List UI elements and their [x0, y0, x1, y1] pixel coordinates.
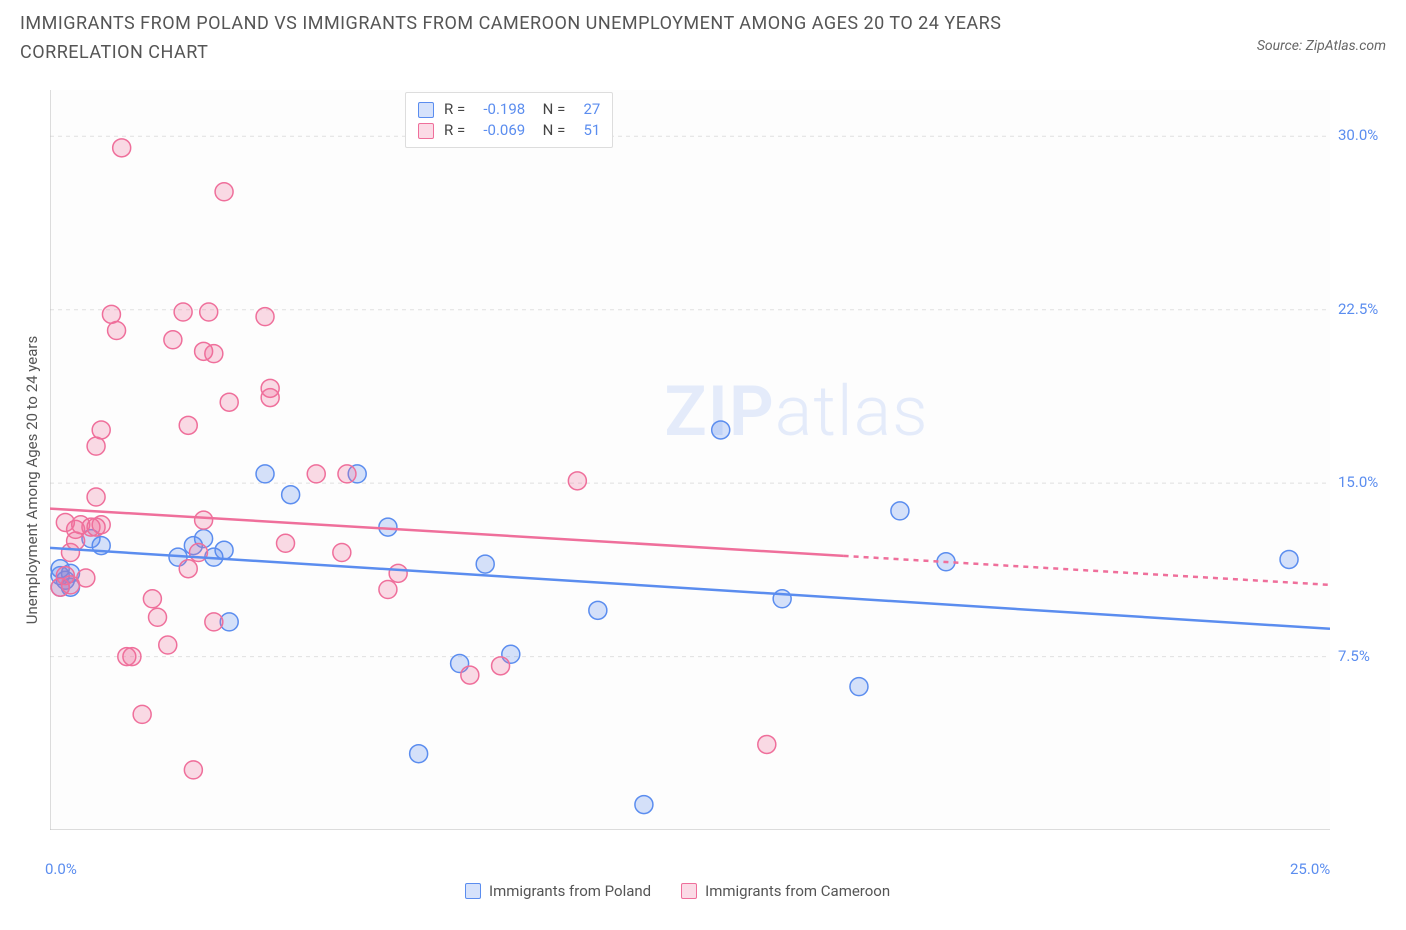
legend-swatch — [681, 883, 697, 899]
data-point — [215, 541, 233, 559]
data-point — [635, 796, 653, 814]
data-point — [159, 636, 177, 654]
scatter-plot — [50, 90, 1330, 830]
data-point — [333, 544, 351, 562]
data-point — [891, 502, 909, 520]
data-point — [87, 488, 105, 506]
data-point — [379, 518, 397, 536]
legend-stat-row: R = -0.069 N = 51 — [418, 120, 600, 141]
source-attribution: Source: ZipAtlas.com — [1257, 38, 1386, 54]
data-point — [1280, 550, 1298, 568]
data-point — [205, 345, 223, 363]
data-point — [143, 590, 161, 608]
data-point — [102, 305, 120, 323]
y-tick-label: 22.5% — [1338, 300, 1406, 318]
y-axis-label: Unemployment Among Ages 20 to 24 years — [23, 336, 41, 624]
data-point — [179, 560, 197, 578]
r-label: R = — [444, 120, 465, 141]
data-point — [215, 183, 233, 201]
legend-label: Immigrants from Poland — [489, 882, 651, 900]
data-point — [87, 437, 105, 455]
data-point — [92, 516, 110, 534]
n-value: 27 — [575, 99, 600, 120]
y-tick-label: 30.0% — [1338, 126, 1406, 144]
series-legend: Immigrants from Poland Immigrants from Ca… — [465, 882, 890, 900]
data-point — [568, 472, 586, 490]
data-point — [200, 303, 218, 321]
data-point — [379, 581, 397, 599]
r-value: -0.198 — [475, 99, 525, 120]
chart-title: IMMIGRANTS FROM POLAND VS IMMIGRANTS FRO… — [20, 10, 1120, 68]
data-point — [277, 534, 295, 552]
data-point — [77, 569, 95, 587]
data-point — [282, 486, 300, 504]
data-point — [195, 511, 213, 529]
data-point — [261, 389, 279, 407]
data-point — [220, 393, 238, 411]
legend-label: Immigrants from Cameroon — [705, 882, 890, 900]
data-point — [205, 613, 223, 631]
chart-area: Unemployment Among Ages 20 to 24 years Z… — [50, 90, 1390, 870]
n-label: N = — [535, 99, 565, 120]
legend-swatch — [418, 102, 434, 118]
x-tick-label: 25.0% — [1290, 860, 1330, 878]
y-tick-label: 15.0% — [1338, 473, 1406, 491]
data-point — [113, 139, 131, 157]
data-point — [773, 590, 791, 608]
data-point — [133, 705, 151, 723]
n-label: N = — [535, 120, 565, 141]
data-point — [92, 421, 110, 439]
n-value: 51 — [575, 120, 600, 141]
data-point — [149, 608, 167, 626]
data-point — [256, 465, 274, 483]
y-tick-label: 7.5% — [1338, 647, 1406, 665]
data-point — [184, 761, 202, 779]
data-point — [589, 601, 607, 619]
data-point — [108, 322, 126, 340]
legend-swatch — [418, 123, 434, 139]
r-label: R = — [444, 99, 465, 120]
r-value: -0.069 — [475, 120, 525, 141]
legend-item: Immigrants from Cameroon — [681, 882, 890, 900]
correlation-legend: R = -0.198 N = 27 R = -0.069 N = 51 — [405, 92, 613, 148]
data-point — [179, 416, 197, 434]
data-point — [758, 735, 776, 753]
x-tick-label: 0.0% — [45, 860, 77, 878]
data-point — [164, 331, 182, 349]
data-point — [461, 666, 479, 684]
data-point — [850, 678, 868, 696]
data-point — [174, 303, 192, 321]
data-point — [256, 308, 274, 326]
data-point — [410, 745, 428, 763]
data-point — [476, 555, 494, 573]
data-point — [389, 564, 407, 582]
data-point — [712, 421, 730, 439]
legend-item: Immigrants from Poland — [465, 882, 651, 900]
legend-stat-row: R = -0.198 N = 27 — [418, 99, 600, 120]
legend-swatch — [465, 883, 481, 899]
data-point — [338, 465, 356, 483]
data-point — [492, 657, 510, 675]
data-point — [123, 648, 141, 666]
source-name: ZipAtlas.com — [1306, 38, 1386, 54]
source-prefix: Source: — [1257, 38, 1306, 54]
data-point — [67, 532, 85, 550]
data-point — [307, 465, 325, 483]
